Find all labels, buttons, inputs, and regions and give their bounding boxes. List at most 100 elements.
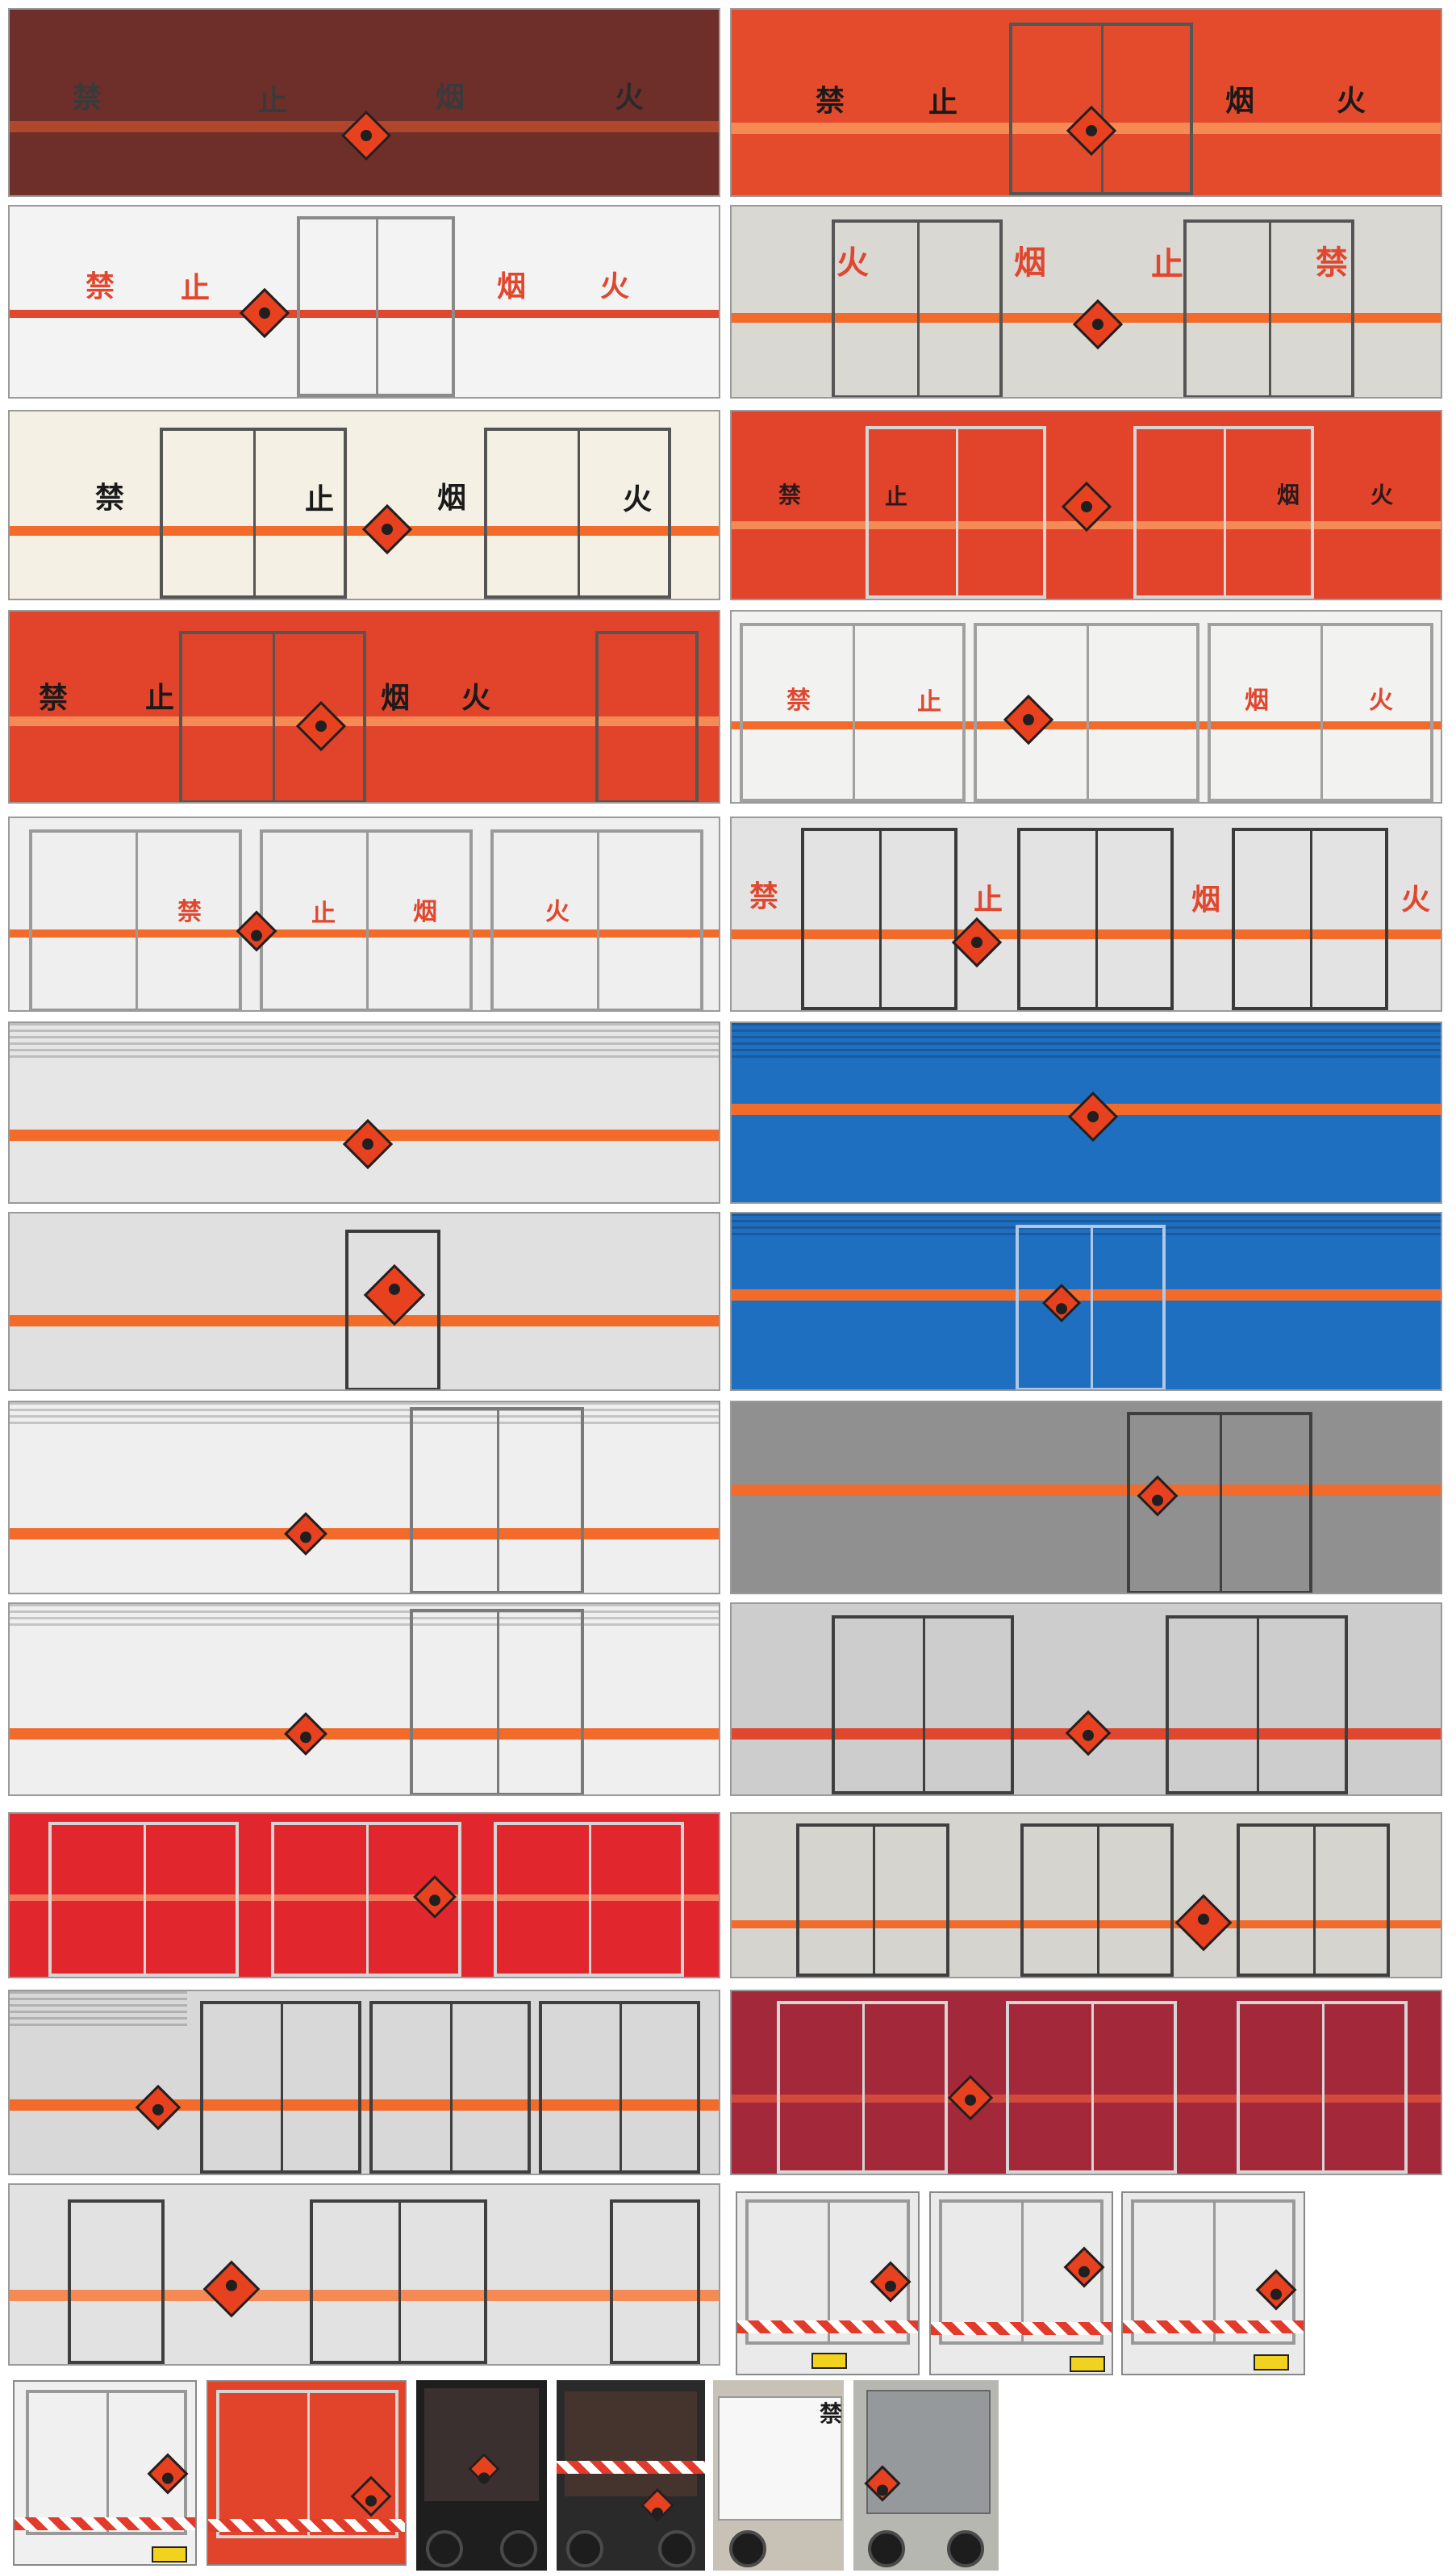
door [1232, 828, 1388, 1010]
door [1017, 828, 1174, 1010]
side-panel-20 [730, 1812, 1442, 1978]
side-panel-19 [8, 1812, 720, 1978]
rear-view-5 [207, 2380, 407, 2566]
char-yan: 烟 [436, 81, 465, 115]
wheel [868, 2530, 905, 2567]
rear-photo-2 [557, 2380, 705, 2571]
char-zhi: 止 [311, 900, 336, 928]
door [796, 1823, 949, 1977]
wheel [729, 2530, 766, 2567]
door [595, 631, 699, 802]
char-jin: 禁 [1316, 244, 1348, 282]
char-yan: 烟 [1245, 687, 1269, 715]
explosive-hazard-diamond-icon [135, 2084, 181, 2131]
door [200, 2001, 361, 2174]
license-plate [1254, 2354, 1289, 2370]
char-zhi: 止 [885, 483, 908, 510]
explosive-hazard-diamond-icon [284, 1512, 327, 1556]
side-panel-15 [8, 1401, 720, 1594]
door [1127, 1412, 1312, 1593]
explosive-hazard-diamond-icon [239, 287, 290, 339]
door [1166, 1615, 1348, 1794]
rear-view-3 [1121, 2191, 1305, 2375]
side-panel-12 [730, 1021, 1442, 1204]
door [1237, 2001, 1408, 2174]
door [179, 631, 366, 802]
char-huo: 火 [545, 898, 569, 926]
door [48, 1822, 239, 1977]
door [271, 1822, 461, 1977]
explosive-hazard-diamond-icon [1065, 1710, 1112, 1756]
door [610, 2199, 700, 2364]
side-panel-4: 火 烟 止 禁 [730, 205, 1442, 399]
char-jin: 禁 [86, 270, 115, 303]
rear-photo-3: 禁 [713, 2380, 844, 2571]
rear-photo-4 [853, 2380, 999, 2571]
char-zhi: 止 [974, 883, 1003, 917]
char-huo: 火 [600, 270, 630, 303]
char-jin: 禁 [778, 482, 802, 508]
char-yan: 烟 [1277, 482, 1300, 508]
char-jin: 禁 [73, 81, 102, 115]
side-panel-8: 禁 止 烟 火 [730, 610, 1442, 804]
wheel [500, 2530, 537, 2567]
char-jin: 禁 [177, 898, 202, 926]
side-panel-2: 禁 止 烟 火 [730, 8, 1442, 197]
door [1208, 623, 1433, 802]
rear-view-2 [929, 2191, 1113, 2375]
door [1133, 426, 1314, 599]
char-yan: 烟 [1014, 244, 1046, 282]
door [832, 1615, 1014, 1794]
door [490, 829, 703, 1010]
char-huo: 火 [623, 483, 653, 516]
explosive-hazard-diamond-icon [284, 1712, 327, 1756]
door [26, 2390, 187, 2535]
char-huo: 火 [615, 81, 645, 115]
door [1006, 2001, 1177, 2174]
door [297, 216, 455, 397]
door [494, 1822, 684, 1977]
char-yan: 烟 [381, 682, 411, 715]
door [974, 623, 1199, 802]
char-huo: 火 [1370, 482, 1394, 508]
rear-char-jin: 禁 [820, 2400, 843, 2427]
door [1131, 2199, 1295, 2345]
rear-photo-1 [416, 2380, 547, 2571]
side-panel-14 [730, 1212, 1442, 1391]
door [1237, 1823, 1390, 1977]
char-jin: 禁 [786, 687, 811, 715]
explosive-hazard-diamond-icon [202, 2260, 261, 2318]
explosive-hazard-diamond-icon [947, 2074, 994, 2121]
char-zhi: 止 [928, 86, 958, 119]
side-panel-17 [8, 1602, 720, 1796]
door [1016, 1225, 1166, 1389]
side-panel-1: 禁 止 烟 火 [8, 8, 720, 197]
door [801, 828, 957, 1010]
side-panel-11 [8, 1021, 720, 1204]
side-panel-6: 禁 止 烟 火 [730, 410, 1442, 600]
char-yan: 烟 [1225, 85, 1255, 118]
side-panel-18 [730, 1602, 1442, 1796]
side-panel-5: 禁 止 烟 火 [8, 410, 720, 600]
door [1183, 219, 1354, 397]
char-yan: 烟 [1191, 883, 1221, 917]
char-jin: 禁 [39, 682, 69, 715]
door [745, 2199, 910, 2345]
door [777, 2001, 948, 2174]
license-plate [1070, 2356, 1105, 2372]
explosive-hazard-diamond-icon [1072, 299, 1124, 350]
explosive-hazard-diamond-icon [951, 917, 1003, 968]
char-huo: 火 [1401, 883, 1431, 917]
char-yan: 烟 [413, 898, 437, 926]
side-panel-16 [730, 1401, 1442, 1594]
side-panel-7: 禁 止 烟 火 [8, 610, 720, 804]
side-panel-9: 禁 止 烟 火 [8, 817, 720, 1012]
door [216, 2390, 398, 2538]
door [68, 2199, 165, 2364]
wheel [658, 2530, 695, 2567]
char-yan: 烟 [497, 270, 527, 303]
door [369, 2001, 531, 2174]
wheel [947, 2530, 984, 2567]
char-jin: 禁 [95, 482, 125, 515]
door [740, 623, 966, 802]
